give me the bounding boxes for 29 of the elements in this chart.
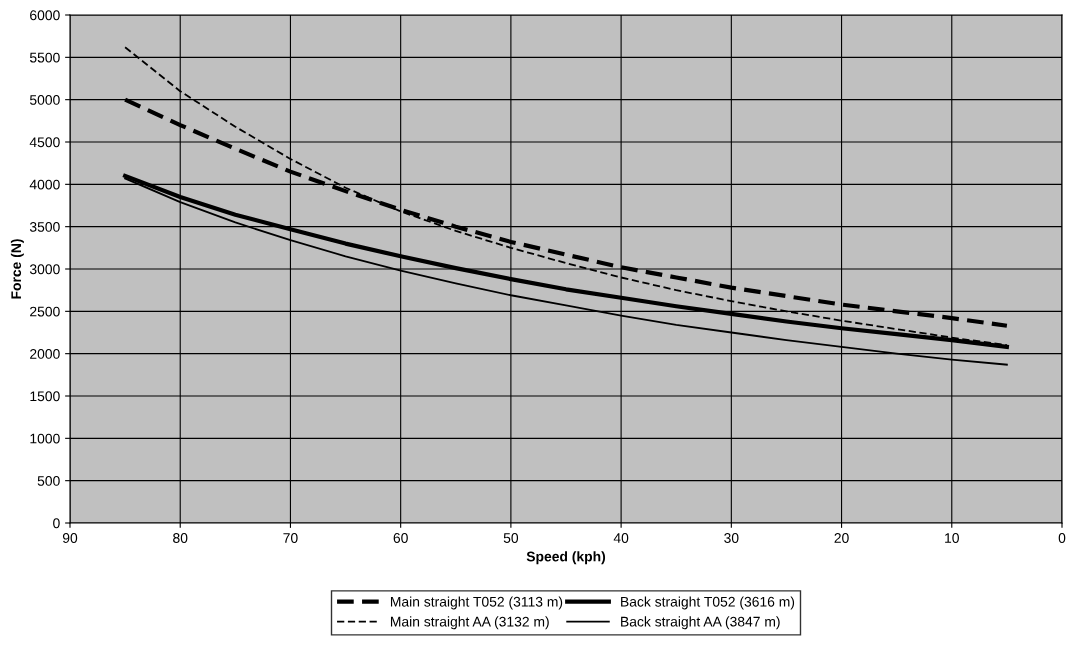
x-tick-label: 30 [724,533,739,543]
y-tick-label: 0 [53,518,60,529]
y-tick-label: 1000 [30,433,60,444]
y-tick-label: 5500 [29,52,60,63]
y-tick-label: 6000 [30,10,60,21]
x-tick-label: 0 [1058,533,1066,543]
x-tick-label: 20 [834,533,849,543]
y-tick-label: 1500 [30,391,60,402]
x-tick-label: 60 [393,533,408,543]
x-tick-label: 50 [503,533,519,543]
legend-label: Back straight AA (3847 m) [621,616,780,630]
y-tick-label: 2000 [30,349,60,359]
legend-label: Main straight AA (3132 m) [390,616,549,630]
legend-label: Main straight T052 (3113 m) [390,596,563,610]
legend-label: Back straight T052 (3616 m) [621,596,795,610]
x-tick-label: 10 [945,533,959,543]
y-tick-label: 500 [37,476,60,486]
x-tick-label: 40 [613,533,629,543]
y-tick-label: 4000 [29,179,60,190]
y-tick-label: 3500 [29,222,60,232]
y-tick-label: 5000 [29,95,60,105]
x-tick-label: 90 [62,533,78,543]
y-tick-label: 4500 [29,137,60,148]
y-axis-title: Force (N) [10,239,24,299]
x-tick-label: 70 [283,533,298,543]
y-tick-label: 3000 [29,264,60,275]
y-tick-label: 2500 [30,306,60,317]
x-tick-label: 80 [173,533,188,543]
x-axis-title: Speed (kph) [526,551,606,565]
